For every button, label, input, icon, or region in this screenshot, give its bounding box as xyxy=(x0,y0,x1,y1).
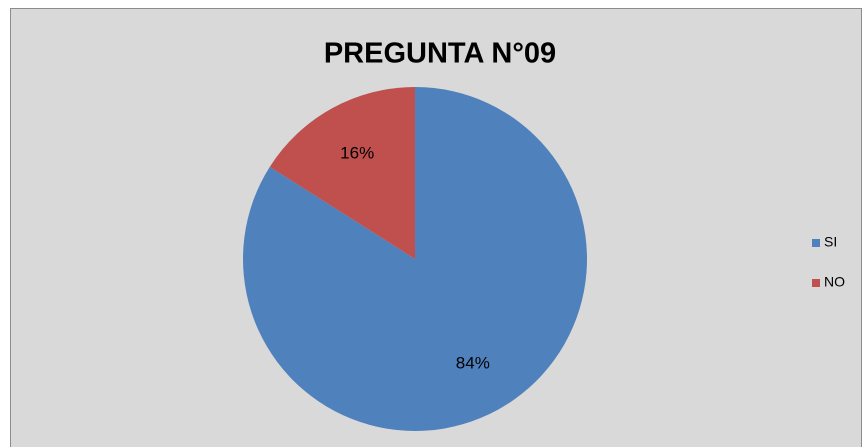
chart-title: PREGUNTA N°09 xyxy=(324,38,556,70)
legend-label: SI xyxy=(824,234,837,250)
data-label: 16% xyxy=(340,143,374,162)
data-label: 84% xyxy=(456,354,490,373)
legend-swatch xyxy=(812,279,820,287)
legend-label: NO xyxy=(824,274,845,290)
legend-swatch xyxy=(812,239,820,247)
pie-slice xyxy=(269,87,415,259)
